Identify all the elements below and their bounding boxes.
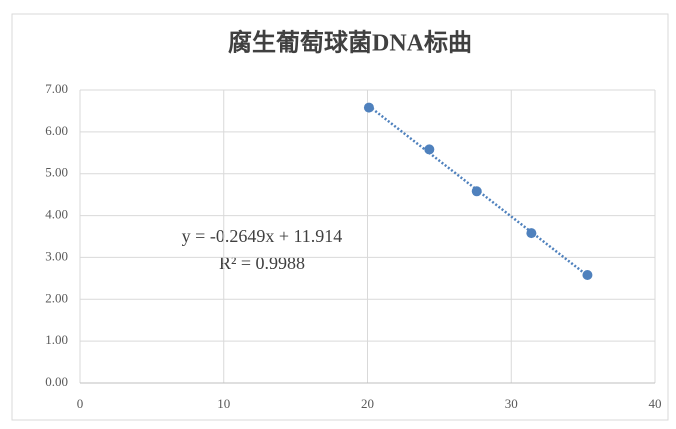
chart-border <box>11 13 669 421</box>
x-tick-label: 30 <box>505 396 518 411</box>
x-tick-label: 10 <box>217 396 230 411</box>
y-tick-label: 1.00 <box>45 332 68 347</box>
data-point <box>526 228 537 239</box>
annotation: R² = 0.9988 <box>219 253 305 273</box>
data-point <box>471 186 482 197</box>
x-tick-label: 20 <box>361 396 374 411</box>
y-tick-label: 2.00 <box>45 290 68 305</box>
y-tick-label: 3.00 <box>45 248 68 263</box>
annotation: y = -0.2649x + 11.914 <box>182 226 343 246</box>
chart-title: 腐生葡萄球菌DNA标曲 <box>228 29 472 57</box>
data-point <box>363 102 374 113</box>
y-tick-label: 5.00 <box>45 165 68 180</box>
y-tick-label: 4.00 <box>45 207 68 222</box>
y-tick-label: 6.00 <box>45 123 68 138</box>
data-point <box>424 144 435 155</box>
y-tick-label: 7.00 <box>45 81 68 96</box>
x-tick-label: 40 <box>649 396 662 411</box>
data-point <box>582 270 593 281</box>
y-tick-label: 0.00 <box>45 374 68 389</box>
x-tick-label: 0 <box>77 396 84 411</box>
